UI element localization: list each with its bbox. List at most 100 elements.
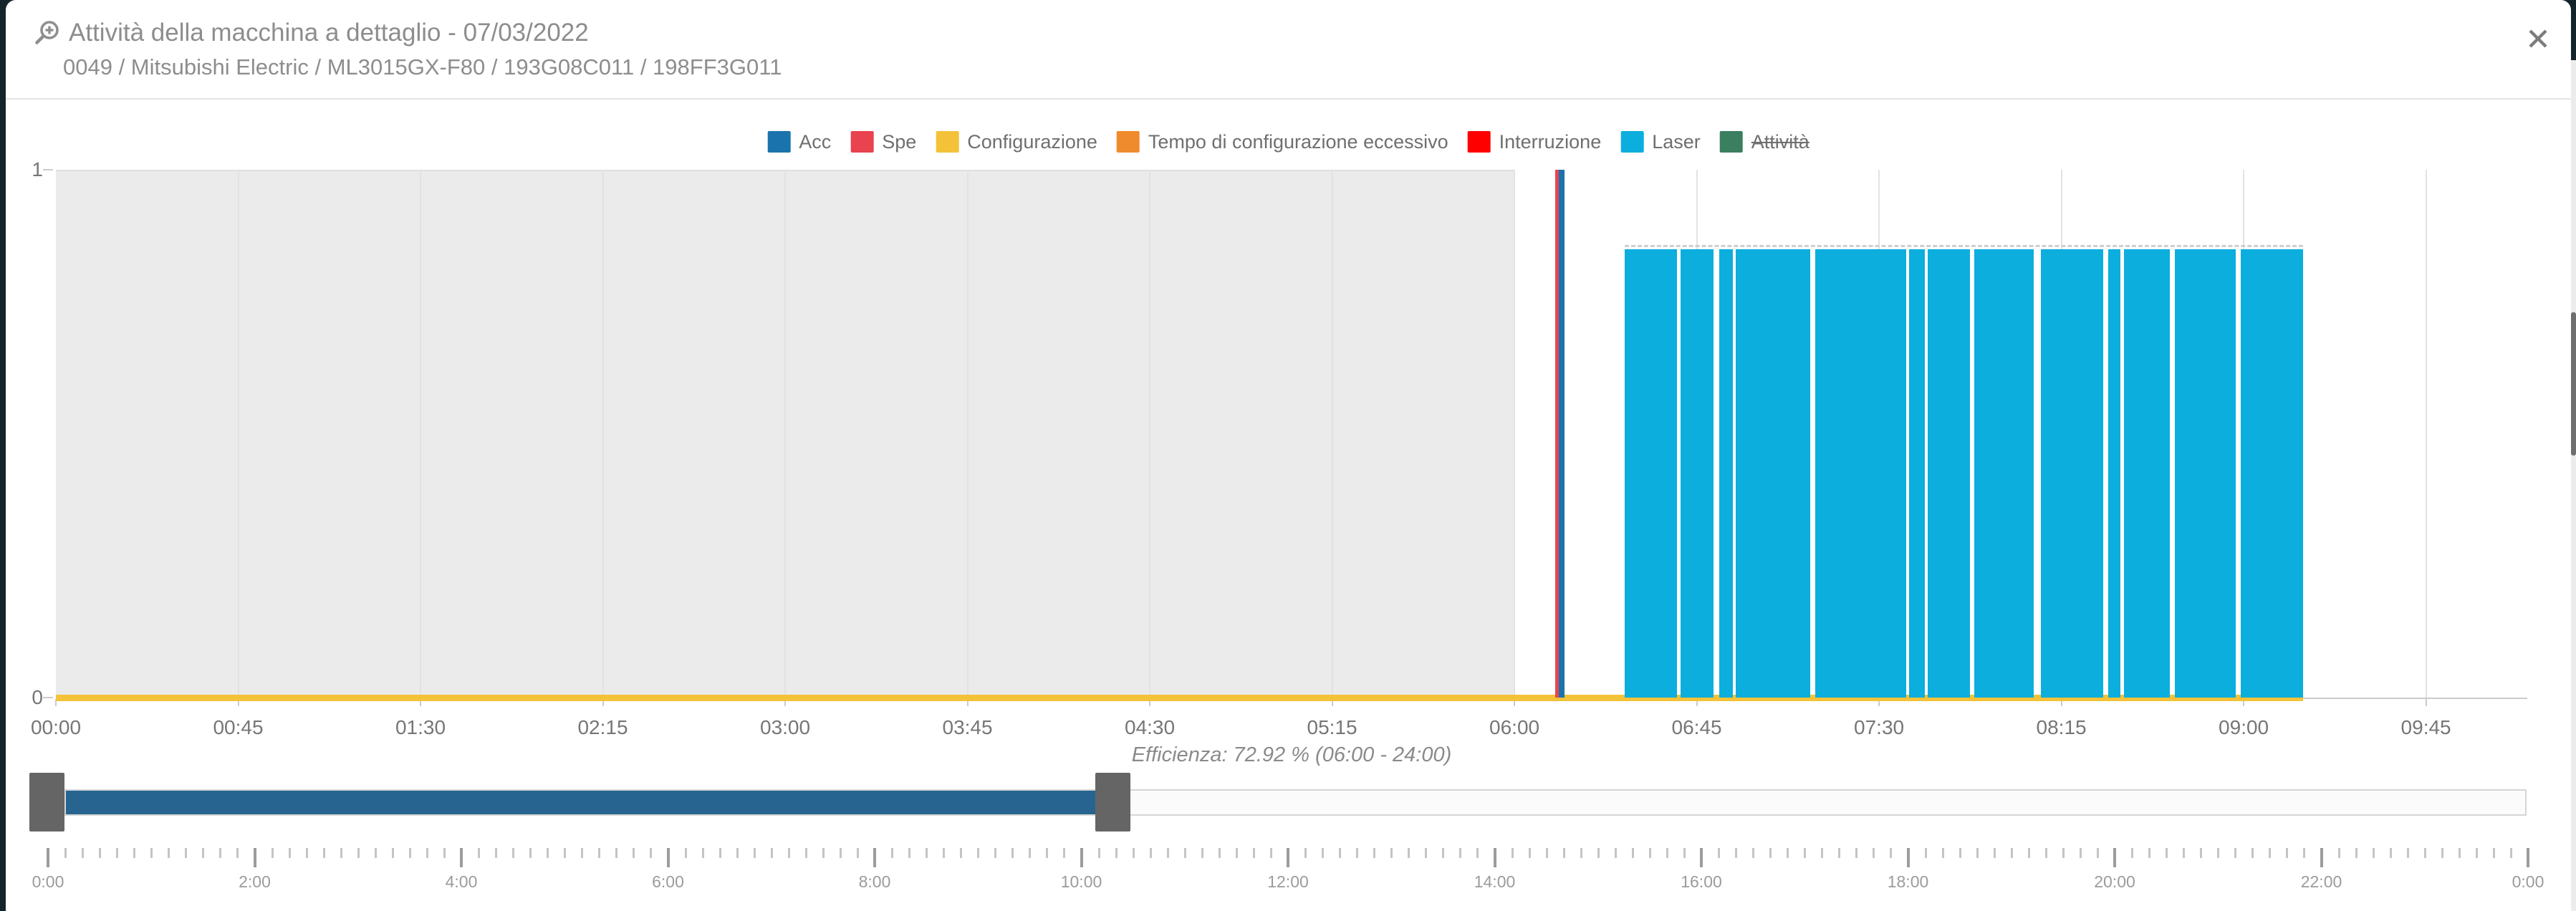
laser-segment[interactable] — [2240, 249, 2304, 698]
scale-minor-tick — [994, 848, 997, 858]
scale-label: 8:00 — [858, 872, 891, 891]
legend-item-configurazione[interactable]: Configurazione — [936, 129, 1097, 155]
spe-segment[interactable] — [1555, 170, 1559, 698]
x-axis-tick-02-15 — [602, 699, 604, 706]
y-axis-label: 1 — [32, 158, 43, 180]
scale-label: 12:00 — [1267, 872, 1309, 891]
laser-segment[interactable] — [1719, 249, 1734, 698]
x-axis-tick-00-45 — [237, 699, 239, 706]
scale-minor-tick — [1597, 848, 1600, 858]
legend-item-acc[interactable]: Acc — [767, 129, 831, 155]
legend-item-tempo-di-configurazione-eccessivo[interactable]: Tempo di configurazione eccessivo — [1116, 129, 1448, 155]
range-selector-track[interactable] — [64, 789, 2527, 816]
gridline-03-00 — [784, 170, 787, 698]
scale-minor-tick — [1322, 848, 1325, 858]
laser-segment[interactable] — [2040, 249, 2103, 698]
gridline-03-45 — [966, 170, 969, 698]
scale-minor-tick — [1201, 848, 1203, 858]
scale-minor-tick — [2027, 848, 2030, 858]
scale-minor-tick — [1011, 848, 1014, 858]
laser-segment[interactable] — [1680, 249, 1714, 698]
x-axis-tick-06-45 — [1696, 699, 1698, 706]
gridline-00-45 — [237, 170, 239, 698]
scale-minor-tick — [2355, 848, 2358, 858]
scale-minor-tick — [1339, 848, 1342, 858]
x-axis-label: 02:15 — [577, 716, 628, 738]
legend-label: Spe — [882, 131, 917, 153]
scale-minor-tick — [2509, 848, 2512, 858]
x-axis-label: 00:00 — [30, 716, 82, 738]
scale-minor-tick — [1924, 848, 1927, 858]
legend-label: Tempo di configurazione eccessivo — [1148, 131, 1448, 153]
acc-segment[interactable] — [1558, 170, 1565, 698]
range-selector-scale[interactable]: 0:00 2:00 4:00 6:00 8:00 10:00 12:00 14:00 16:00… — [6, 848, 2576, 911]
scale-minor-tick — [926, 848, 928, 858]
legend-label: Configurazione — [967, 131, 1097, 153]
range-slider-right-handle[interactable] — [1095, 773, 1131, 832]
scale-minor-tick — [1993, 848, 1996, 858]
x-axis-label: 03:00 — [759, 716, 811, 738]
scale-minor-tick — [960, 848, 963, 858]
close-icon[interactable] — [2524, 24, 2552, 53]
legend-label: Acc — [799, 131, 832, 153]
scale-minor-tick — [1063, 848, 1066, 858]
laser-segment[interactable] — [2108, 249, 2120, 698]
scale-minor-tick — [1235, 848, 1238, 858]
x-axis-label: 03:45 — [942, 716, 993, 738]
scale-minor-tick — [1648, 848, 1651, 858]
scale-major-tick — [253, 848, 256, 867]
scale-minor-tick — [2251, 848, 2254, 858]
scale-minor-tick — [133, 848, 136, 858]
laser-segment[interactable] — [1974, 249, 2034, 698]
gridline-06-00 — [1514, 170, 1516, 698]
laser-segment[interactable] — [1908, 249, 1925, 698]
x-axis-label: 06:45 — [1671, 716, 1722, 738]
configurazione-segment[interactable] — [56, 695, 2304, 701]
legend-item-interruzione[interactable]: Interruzione — [1467, 129, 1601, 155]
page-scrollbar-thumb[interactable] — [2571, 312, 2576, 456]
scale-minor-tick — [684, 848, 687, 858]
legend-item-laser[interactable]: Laser — [1620, 129, 1701, 155]
scale-label: 16:00 — [1681, 872, 1722, 891]
scale-minor-tick — [2389, 848, 2392, 858]
scale-minor-tick — [1752, 848, 1755, 858]
scale-minor-tick — [1580, 848, 1582, 858]
x-axis-label: 06:00 — [1489, 716, 1540, 738]
scale-minor-tick — [581, 848, 584, 858]
scale-major-tick — [873, 848, 876, 867]
scale-minor-tick — [1631, 848, 1634, 858]
legend-marker-spe — [850, 131, 874, 153]
y-axis-tick — [43, 169, 53, 170]
legend-item-attivit[interactable]: Attività — [1719, 129, 1810, 155]
scale-minor-tick — [305, 848, 308, 858]
scale-label: 2:00 — [239, 872, 271, 891]
laser-segment[interactable] — [2174, 249, 2236, 698]
x-axis-tick-09-45 — [2425, 699, 2427, 706]
range-slider-left-handle[interactable] — [29, 773, 64, 832]
scale-major-tick — [1906, 848, 1910, 867]
scale-minor-tick — [529, 848, 532, 858]
laser-segment[interactable] — [1815, 249, 1906, 698]
range-selector-selection[interactable] — [66, 791, 1097, 814]
page-scrollbar-track[interactable] — [2571, 60, 2576, 911]
laser-segment[interactable] — [1736, 249, 1811, 698]
scale-minor-tick — [219, 848, 222, 858]
scale-minor-tick — [1097, 848, 1100, 858]
laser-segment[interactable] — [1927, 249, 1971, 698]
scale-minor-tick — [1683, 848, 1686, 858]
scale-minor-tick — [82, 848, 85, 858]
scale-minor-tick — [2044, 848, 2047, 858]
laser-segment[interactable] — [2123, 249, 2170, 698]
dialog-title: Attività della macchina a dettaglio - 07… — [69, 19, 589, 47]
scale-minor-tick — [116, 848, 119, 858]
laser-segment[interactable] — [1625, 249, 1677, 698]
x-axis-tick-06-00 — [1514, 699, 1516, 706]
legend-marker-acc — [767, 131, 791, 153]
legend-marker-tempo-di-configurazione-eccessivo — [1116, 131, 1140, 153]
legend-item-spe[interactable]: Spe — [850, 129, 916, 155]
scale-minor-tick — [2441, 848, 2443, 858]
x-axis-tick-04-30 — [1149, 699, 1151, 706]
x-axis-label: 08:15 — [2036, 716, 2087, 738]
scale-minor-tick — [2492, 848, 2495, 858]
